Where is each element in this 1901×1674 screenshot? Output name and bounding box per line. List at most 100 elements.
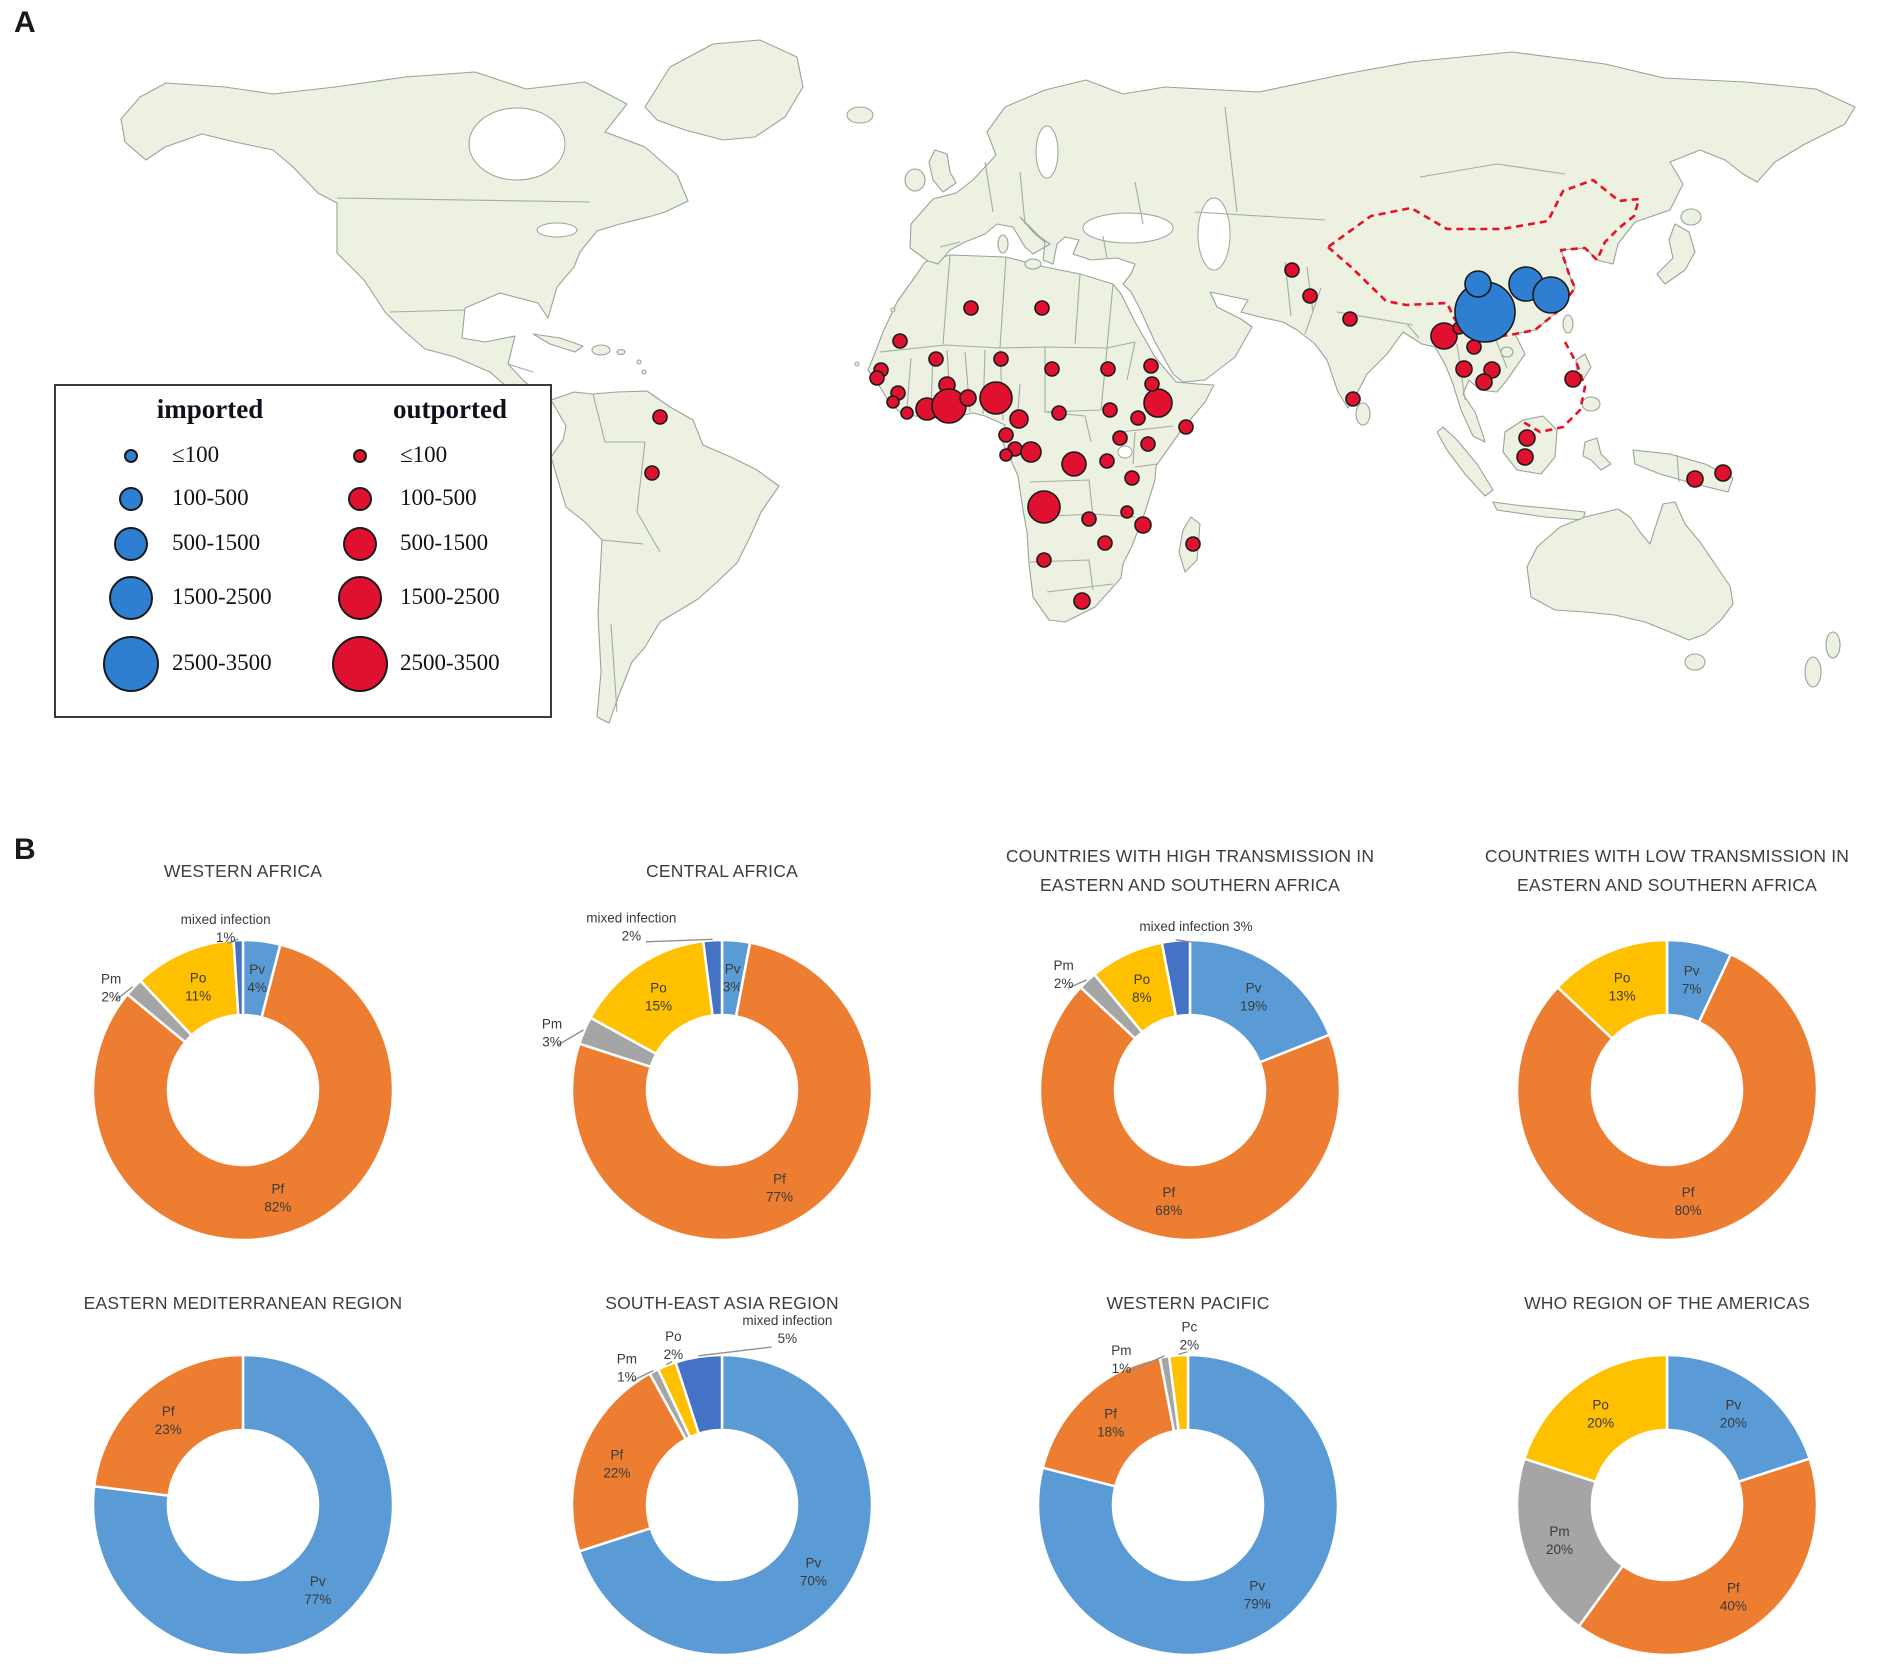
donut-chart-central-africa: Pv 3% Pf 77% Pm 3% Po 15% mixed infection 2%	[542, 910, 874, 1242]
sicily	[1024, 258, 1042, 270]
outported-circle	[1143, 358, 1159, 374]
united-kingdom	[928, 149, 957, 193]
label-leader-line	[1175, 938, 1193, 943]
outported-circle	[652, 409, 668, 425]
outported-circle	[1051, 405, 1067, 421]
outported-circle	[1081, 511, 1097, 527]
label-leader-line	[1178, 1351, 1188, 1355]
slice-label-Pm: Pm 20%	[1546, 1524, 1573, 1557]
outported-circle	[1178, 419, 1194, 435]
slice-label-mixed-infection: mixed infection 1%	[181, 912, 271, 945]
chart-title-line: WHO REGION OF THE AMERICAS	[1524, 1292, 1810, 1313]
slice-high-transmission-esa-Pv	[1188, 938, 1331, 1064]
baltic-sea	[1035, 125, 1059, 179]
legend-size-label: ≤100	[400, 442, 448, 467]
slice-western-pacific-Pf	[1041, 1356, 1176, 1488]
outported-circle	[1564, 370, 1582, 388]
outported-circle	[1475, 373, 1493, 391]
outported-circle	[900, 406, 914, 420]
legend-size-label: 2500-3500	[400, 650, 500, 675]
outported-circle	[1036, 552, 1052, 568]
eurasia-landmass	[909, 51, 1856, 443]
slice-label-Pv: Pv 7%	[1682, 964, 1702, 997]
taiwan	[1562, 314, 1574, 334]
antilles-islet	[641, 369, 647, 375]
panel-b-label: B	[14, 833, 36, 866]
label-leader-line	[1067, 979, 1087, 989]
slice-label-Pf: Pf 18%	[1097, 1407, 1124, 1440]
outported-circle	[1686, 470, 1704, 488]
slice-label-Pf: Pf 23%	[155, 1404, 182, 1437]
chart-title-line: CENTRAL AFRICA	[646, 860, 798, 881]
legend-size-label: 2500-3500	[172, 650, 272, 675]
tasmania	[1684, 653, 1706, 671]
canary-islet	[890, 307, 896, 313]
outported-circle	[1124, 470, 1140, 486]
chart-title-line: EASTERN AND SOUTHERN AFRICA	[1039, 875, 1341, 895]
outported-circle	[1134, 516, 1152, 534]
outported-circle	[979, 381, 1013, 415]
slice-label-Pm: Pm 3%	[542, 1016, 562, 1049]
slice-label-Pm: Pm 2%	[101, 972, 121, 1005]
slice-eastern-mediterranean-Pf	[92, 1353, 245, 1497]
imported-case-circles	[1454, 266, 1570, 343]
lake-victoria	[1117, 445, 1133, 459]
hudson-bay	[468, 107, 566, 181]
legend-circle-imported-1500-2500	[109, 576, 153, 620]
legend-circle-outported-≤100	[353, 449, 367, 463]
slice-label-Pf: Pf 40%	[1720, 1580, 1747, 1613]
legend-circle-imported-≤100	[124, 449, 138, 463]
outported-circle	[1302, 288, 1318, 304]
slice-label-mixed-infection: mixed infection 5%	[742, 1313, 832, 1346]
australia-landmass	[1526, 501, 1734, 641]
slice-label-Pf: Pf 77%	[766, 1171, 793, 1204]
slice-central-africa-Pf	[570, 941, 874, 1242]
label-leader-line	[114, 986, 134, 1002]
outported-circle	[1144, 376, 1160, 392]
slice-label-Pv: Pv 4%	[247, 962, 267, 995]
slice-western-pacific-Pc	[1167, 1353, 1190, 1432]
legend-circle-imported-500-1500	[114, 527, 148, 561]
label-leader-line	[1128, 1355, 1165, 1373]
south-america-landmass	[550, 390, 780, 724]
slice-label-Po: Po 2%	[664, 1329, 684, 1362]
slice-label-Pv: Pv 20%	[1720, 1398, 1747, 1431]
slice-label-Pv: Pv 70%	[800, 1555, 827, 1588]
outported-circle	[963, 300, 979, 316]
label-leader-line	[645, 938, 713, 943]
donut-chart-western-pacific: Pv 79% Pf 18% Pm 1% Pc 2%	[1036, 1319, 1340, 1657]
outported-circle	[1455, 360, 1473, 378]
label-leader-line	[557, 1029, 584, 1046]
outported-circle	[928, 351, 944, 367]
slice-label-Pv: Pv 79%	[1244, 1578, 1271, 1611]
chart-title-who-americas: WHO REGION OF THE AMERICAS	[1427, 1286, 1901, 1320]
outported-circle	[1516, 448, 1534, 466]
caspian-sea	[1197, 197, 1231, 271]
outported-circle	[1097, 535, 1113, 551]
slice-label-Pf: Pf 80%	[1675, 1185, 1702, 1218]
donut-chart-who-americas: Pv 20% Pf 40% Pm 20% Po 20%	[1515, 1353, 1819, 1657]
china-dashed-border	[1326, 178, 1641, 338]
chart-title-central-africa: CENTRAL AFRICA	[482, 842, 962, 900]
chart-title-line: WESTERN PACIFIC	[1106, 1292, 1270, 1313]
legend-size-label: 1500-2500	[172, 584, 272, 609]
slice-label-Pm: Pm 2%	[1054, 958, 1074, 991]
cape-verde-islet	[854, 361, 860, 367]
greenland-landmass	[644, 39, 804, 141]
new-zealand-north	[1825, 631, 1841, 659]
slice-label-Pc: Pc 2%	[1180, 1319, 1200, 1352]
new-guinea	[1632, 449, 1734, 493]
legend-size-label: 1500-2500	[400, 584, 500, 609]
slice-label-Pv: Pv 19%	[1240, 981, 1267, 1014]
outported-circle	[1430, 322, 1458, 350]
outported-circle	[644, 465, 660, 481]
chart-title-line: SOUTH-EAST ASIA REGION	[605, 1292, 839, 1313]
chart-title-line: WESTERN AFRICA	[163, 860, 323, 881]
outported-circle	[993, 351, 1009, 367]
chart-title-line: COUNTRIES WITH LOW TRANSMISSION IN	[1484, 846, 1850, 866]
slice-label-Pm: Pm 1%	[617, 1352, 637, 1385]
world-map	[120, 39, 1856, 724]
slice-south-east-asia-mixed-infection	[674, 1353, 724, 1435]
legend-size-label: 100-500	[172, 485, 249, 510]
map-size-legend: imported ≤100 100-500 500-1500 1500-2500 2500…	[54, 384, 552, 718]
